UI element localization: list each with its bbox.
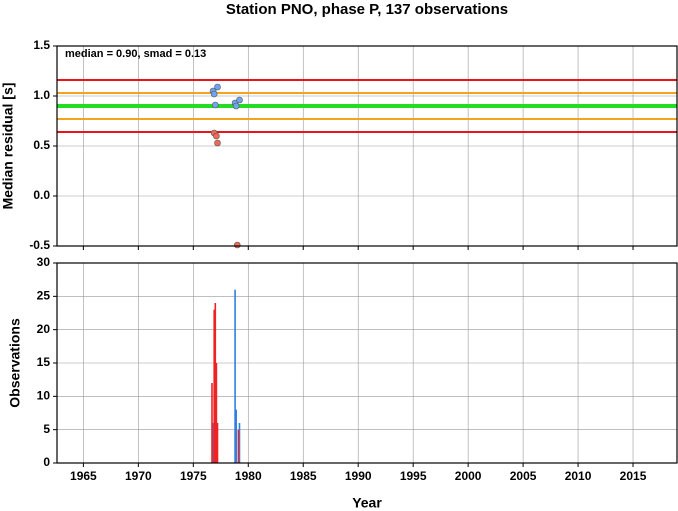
bar bbox=[215, 363, 218, 463]
point bbox=[233, 241, 241, 249]
x-tick-label: 1965 bbox=[70, 469, 97, 483]
bar bbox=[214, 303, 217, 463]
y-tick-label: 0 bbox=[43, 455, 50, 469]
y-tick-label: 5 bbox=[43, 422, 50, 436]
point bbox=[232, 102, 240, 110]
point bbox=[213, 132, 220, 140]
y-tick-label: 15 bbox=[37, 355, 51, 369]
bar bbox=[234, 289, 236, 463]
y-tick-label: 25 bbox=[37, 289, 51, 303]
y-tick-label: 30 bbox=[37, 255, 51, 269]
plot-frame bbox=[56, 262, 678, 464]
y-tick-label: -0.5 bbox=[29, 238, 50, 252]
point bbox=[214, 83, 221, 91]
point bbox=[211, 101, 219, 109]
x-tick-label: 2000 bbox=[455, 469, 482, 483]
point bbox=[214, 139, 221, 147]
y-tick-label: 0.0 bbox=[33, 188, 50, 202]
x-tick-label: 2015 bbox=[620, 469, 647, 483]
x-tick-label: 1995 bbox=[400, 469, 427, 483]
point bbox=[210, 90, 218, 98]
plot-frame bbox=[56, 45, 678, 247]
y-tick-label: 10 bbox=[37, 389, 51, 403]
bar bbox=[238, 423, 241, 463]
x-tick-label: 2005 bbox=[510, 469, 537, 483]
x-tick-label: 1980 bbox=[235, 469, 262, 483]
bar bbox=[235, 409, 237, 463]
x-tick-label: 1990 bbox=[345, 469, 372, 483]
annotation: median = 0.90, smad = 0.13 bbox=[65, 48, 206, 60]
bar bbox=[216, 423, 219, 463]
y-axis-label: Median residual [s] bbox=[0, 83, 16, 210]
point bbox=[236, 96, 243, 104]
x-tick-label: 1970 bbox=[125, 469, 152, 483]
bar bbox=[237, 429, 240, 463]
y-tick-label: 1.0 bbox=[33, 88, 50, 102]
x-axis-label: Year bbox=[352, 495, 382, 511]
x-tick-label: 2010 bbox=[565, 469, 592, 483]
x-tick-label: 1975 bbox=[180, 469, 207, 483]
y-tick-label: 20 bbox=[37, 322, 51, 336]
y-axis-label: Observations bbox=[7, 318, 23, 408]
y-tick-label: 1.5 bbox=[33, 38, 50, 52]
y-tick-label: 0.5 bbox=[33, 138, 50, 152]
x-tick-label: 1985 bbox=[290, 469, 317, 483]
bar bbox=[212, 423, 214, 463]
bar bbox=[211, 383, 213, 463]
bar bbox=[213, 309, 215, 463]
chart-title: Station PNO, phase P, 137 observations bbox=[226, 1, 508, 18]
